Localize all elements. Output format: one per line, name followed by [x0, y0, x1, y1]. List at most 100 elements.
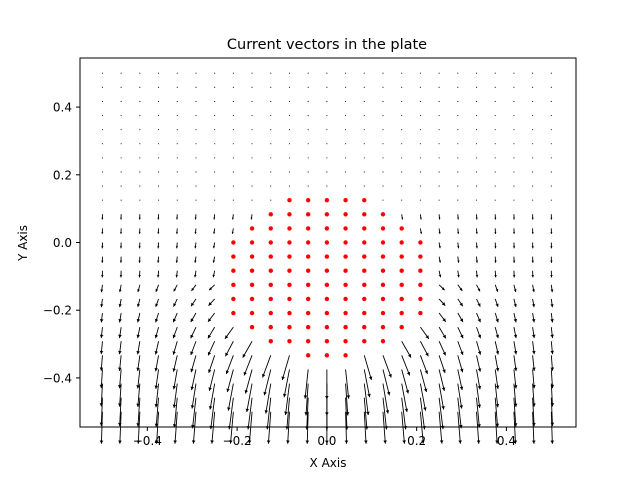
vector-dot — [139, 143, 140, 144]
vector-dot — [457, 186, 458, 187]
vector-arrow — [102, 186, 103, 187]
vector-arrow — [233, 73, 234, 74]
vector-dot — [551, 115, 552, 116]
hole-point — [418, 254, 422, 258]
hole-point — [306, 297, 310, 301]
vector-arrow — [532, 157, 533, 158]
hole-point — [362, 283, 366, 287]
vector-arrow — [139, 157, 140, 158]
vector-arrow — [439, 200, 440, 201]
vector-arrow — [308, 129, 309, 130]
vector-arrow — [177, 73, 178, 74]
vector-dot — [495, 200, 496, 201]
vector-dot — [532, 171, 533, 172]
y-tick-label: 0.2 — [53, 168, 72, 182]
vector-arrow — [364, 171, 365, 172]
vector-arrow — [289, 73, 290, 74]
vector-arrow — [139, 186, 140, 187]
hole-point — [250, 311, 254, 315]
vector-dot — [476, 200, 477, 201]
vector-dot — [532, 73, 533, 74]
vector-dot — [139, 157, 140, 158]
vector-dot — [177, 115, 178, 116]
vector-dot — [401, 186, 402, 187]
vector-arrow — [214, 186, 215, 187]
vector-dot — [326, 101, 327, 102]
vector-dot — [289, 87, 290, 88]
vector-arrow — [158, 129, 159, 130]
vector-arrow — [102, 115, 103, 116]
vector-arrow — [457, 129, 458, 130]
vector-arrow — [364, 143, 365, 144]
vector-dot — [158, 143, 159, 144]
vector-dot — [139, 101, 140, 102]
vector-dot — [551, 143, 552, 144]
vector-arrow — [439, 171, 440, 172]
vector-dot — [326, 129, 327, 130]
hole-point — [325, 353, 329, 357]
vector-dot — [195, 186, 196, 187]
vector-arrow — [382, 101, 383, 102]
hole-point — [399, 325, 403, 329]
hole-point — [381, 283, 385, 287]
vector-dot — [495, 157, 496, 158]
vector-arrow — [532, 186, 533, 187]
vector-arrow — [364, 73, 365, 74]
vector-dot — [364, 129, 365, 130]
vector-arrow — [476, 200, 477, 201]
vector-dot — [289, 115, 290, 116]
vector-arrow — [158, 171, 159, 172]
vector-arrow — [326, 73, 327, 74]
hole-point — [287, 297, 291, 301]
vector-arrow — [476, 115, 477, 116]
vector-arrow — [439, 129, 440, 130]
vector-dot — [252, 101, 253, 102]
vector-dot — [457, 115, 458, 116]
hole-point — [231, 311, 235, 315]
vector-arrow — [289, 171, 290, 172]
vector-dot — [345, 101, 346, 102]
vector-dot — [195, 73, 196, 74]
vector-dot — [177, 101, 178, 102]
hole-point — [343, 212, 347, 216]
vector-dot — [233, 143, 234, 144]
vector-arrow — [382, 200, 383, 201]
vector-arrow — [214, 101, 215, 102]
vector-arrow — [121, 186, 122, 187]
hole-point — [306, 339, 310, 343]
vector-dot — [532, 143, 533, 144]
vector-dot — [495, 101, 496, 102]
hole-point — [381, 240, 385, 244]
vector-arrow — [102, 171, 103, 172]
hole-point — [381, 339, 385, 343]
vector-arrow — [532, 115, 533, 116]
vector-dot — [439, 87, 440, 88]
vector-dot — [476, 143, 477, 144]
vector-dot — [252, 157, 253, 158]
vector-arrow — [139, 143, 140, 144]
vector-dot — [121, 73, 122, 74]
vector-arrow — [177, 115, 178, 116]
hole-point — [250, 325, 254, 329]
vector-arrow — [326, 157, 327, 158]
vector-dot — [289, 171, 290, 172]
vector-dot — [382, 87, 383, 88]
vector-dot — [551, 129, 552, 130]
vector-dot — [439, 186, 440, 187]
vector-arrow — [139, 200, 140, 201]
vector-arrow — [401, 87, 402, 88]
vector-dot — [513, 101, 514, 102]
vector-dot — [420, 200, 421, 201]
vector-arrow — [252, 143, 253, 144]
vector-dot — [476, 115, 477, 116]
hole-point — [399, 226, 403, 230]
vector-dot — [158, 115, 159, 116]
hole-point — [325, 226, 329, 230]
vector-dot — [476, 129, 477, 130]
vector-arrow — [270, 143, 271, 144]
x-tick-label: 0.2 — [407, 434, 426, 448]
hole-point — [343, 311, 347, 315]
vector-arrow — [420, 87, 421, 88]
vector-dot — [420, 186, 421, 187]
vector-arrow — [252, 129, 253, 130]
